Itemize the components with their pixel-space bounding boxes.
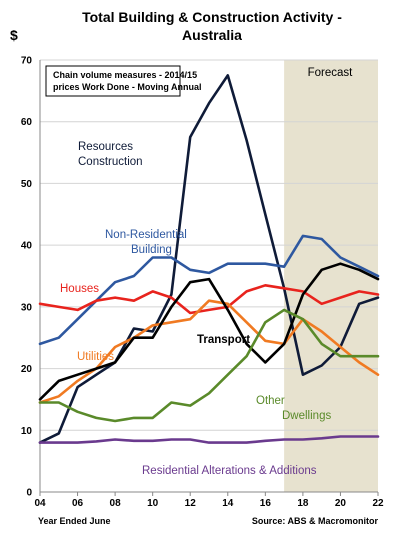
x-tick-label: 04 xyxy=(34,498,46,509)
series-line-0 xyxy=(38,74,380,444)
y-tick-label: 40 xyxy=(21,241,33,252)
x-tick-label: 08 xyxy=(110,498,122,509)
x-tick-label: 22 xyxy=(372,498,384,509)
series-line-5 xyxy=(38,308,380,423)
x-tick-label: 16 xyxy=(260,498,272,509)
series-label-3: Utilities xyxy=(77,351,114,363)
y-tick-label: 0 xyxy=(26,488,32,499)
x-tick-label: 10 xyxy=(147,498,159,509)
chart-title: Australia xyxy=(182,27,242,43)
y-tick-label: 70 xyxy=(21,56,33,67)
y-tick-label: 60 xyxy=(21,117,33,128)
x-tick-label: 18 xyxy=(297,498,309,509)
note-box xyxy=(45,65,181,97)
series-label-4: Transport xyxy=(197,334,250,346)
y-tick-label: 10 xyxy=(21,426,33,437)
chart-title: Total Building & Construction Activity - xyxy=(82,9,342,25)
y-tick-label: 50 xyxy=(21,179,33,190)
forecast-region xyxy=(284,60,378,492)
series-line-4 xyxy=(38,262,380,401)
x-tick-label: 20 xyxy=(335,498,347,509)
y-tick-label: 20 xyxy=(21,364,33,375)
series-label-0: Resources Construction xyxy=(78,141,143,168)
x-tick-label: 14 xyxy=(222,498,234,509)
series-line-2 xyxy=(38,283,380,315)
x-axis-label: Year Ended June xyxy=(38,516,111,526)
y-axis-label: $ xyxy=(10,27,18,43)
note-text: prices Work Done - Moving Annual xyxy=(53,82,202,92)
series-label-2: Houses xyxy=(60,283,99,295)
x-tick-label: 12 xyxy=(185,498,197,509)
series-label-6: Residential Alterations & Additions xyxy=(142,465,317,477)
x-tick-label: 06 xyxy=(72,498,84,509)
series-label-1: Non-Residential Building xyxy=(105,229,187,256)
note-text: Chain volume measures - 2014/15 xyxy=(53,70,197,80)
forecast-label: Forecast xyxy=(308,67,354,79)
series-line-6 xyxy=(38,435,380,444)
y-tick-label: 30 xyxy=(21,302,33,313)
series-label-5: Other Dwellings xyxy=(256,395,331,422)
source-note: Source: ABS & Macromonitor xyxy=(252,516,379,526)
